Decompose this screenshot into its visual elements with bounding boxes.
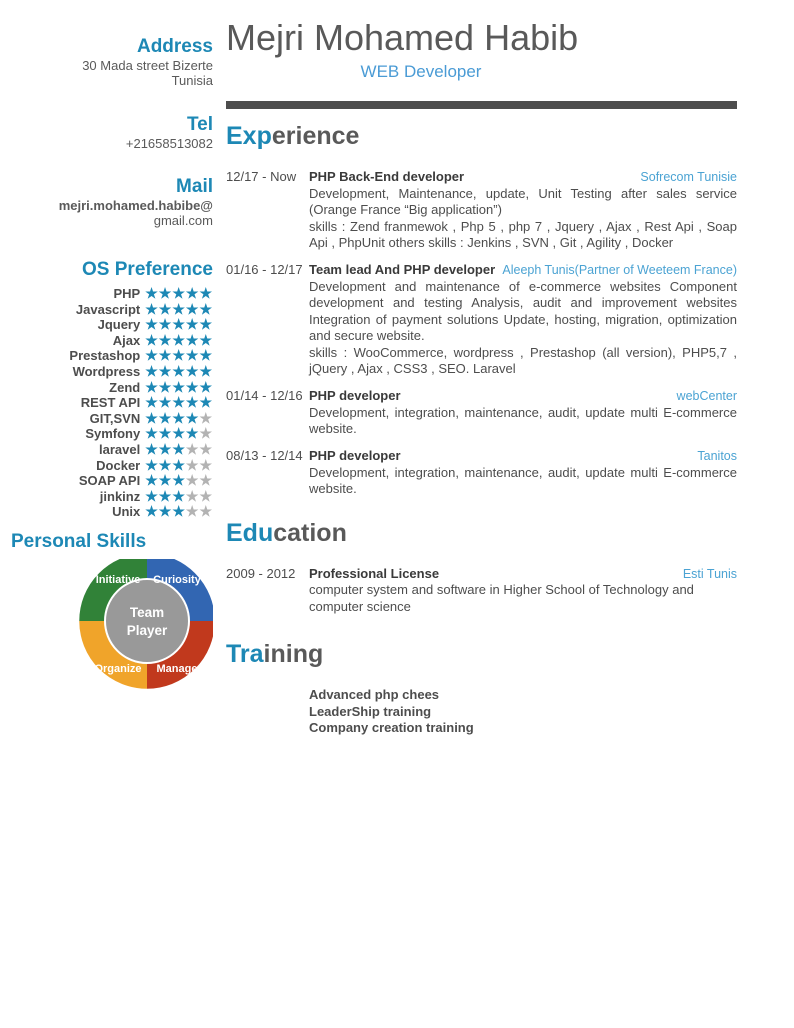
svg-text:Manage: Manage: [157, 663, 198, 675]
svg-text:Player: Player: [127, 623, 168, 638]
svg-text:Team: Team: [130, 605, 164, 620]
svg-text:Curiosity: Curiosity: [153, 574, 202, 586]
svg-text:Initiative: Initiative: [96, 574, 141, 586]
svg-text:Organize: Organize: [94, 663, 141, 675]
